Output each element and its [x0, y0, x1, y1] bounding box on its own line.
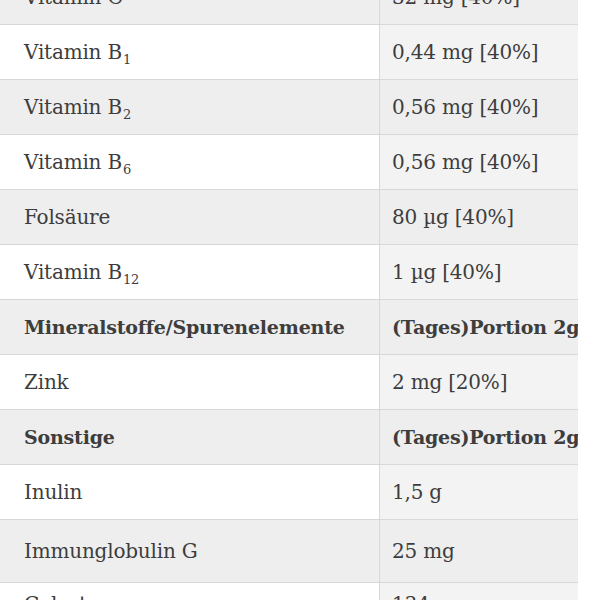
table-row: Zink 2 mg [20%]: [0, 355, 578, 410]
nutrient-value: 0,56 mg [40%]: [392, 150, 538, 174]
nutrient-label-subscript: 6: [123, 162, 131, 177]
nutrient-value: 1,5 g: [392, 480, 442, 504]
row-label-cell: Mineralstoffe/Spurenelemente: [0, 300, 379, 354]
table-row: Inulin 1,5 g: [0, 465, 578, 520]
nutrient-value: 0,44 mg [40%]: [392, 40, 538, 64]
row-value-cell: 2 mg [20%]: [379, 355, 578, 409]
row-value-cell: 0,56 mg [40%]: [379, 135, 578, 189]
row-label-cell: Folsäure: [0, 190, 379, 244]
row-label-cell: Inulin: [0, 465, 379, 519]
nutrient-value: 32 mg [40%]: [392, 0, 520, 9]
row-label-cell: Vitamin B2: [0, 80, 379, 134]
nutrient-label: Sonstige: [24, 426, 115, 448]
row-value-cell: (Tages)Portion 2g: [379, 410, 578, 464]
nutrient-value: (Tages)Portion 2g: [392, 426, 578, 448]
table-row: Vitamin B12 1 µg [40%]: [0, 245, 578, 300]
nutrient-value: 0,56 mg [40%]: [392, 95, 538, 119]
page-viewport: Vitamin C 32 mg [40%] Vitamin B1 0,44 mg…: [0, 0, 601, 600]
nutrient-label: Vitamin C: [24, 0, 123, 9]
nutrient-label: Mineralstoffe/Spurenelemente: [24, 316, 345, 338]
row-value-cell: 1,5 g: [379, 465, 578, 519]
row-value-cell: 0,56 mg [40%]: [379, 80, 578, 134]
row-label-cell: Vitamin B12: [0, 245, 379, 299]
nutrient-label-subscript: 12: [123, 272, 139, 287]
nutrient-label: Folsäure: [24, 205, 110, 229]
section-header-row: Mineralstoffe/Spurenelemente (Tages)Port…: [0, 300, 578, 355]
nutrient-label-subscript: 2: [123, 107, 131, 122]
nutrient-label: Vitamin B6: [24, 150, 131, 174]
nutrient-value: 2 mg [20%]: [392, 370, 507, 394]
nutrient-value: 1 µg [40%]: [392, 260, 501, 284]
nutrition-table: Vitamin C 32 mg [40%] Vitamin B1 0,44 mg…: [0, 0, 578, 600]
row-label-cell: Sonstige: [0, 410, 379, 464]
row-value-cell: 25 mg: [379, 520, 578, 582]
row-label-cell: Vitamin B6: [0, 135, 379, 189]
row-value-cell: 1 µg [40%]: [379, 245, 578, 299]
nutrient-label-subscript: 1: [123, 52, 131, 67]
row-label-cell: Vitamin C: [0, 0, 379, 24]
row-value-cell: 0,44 mg [40%]: [379, 25, 578, 79]
table-row: Vitamin C 32 mg [40%]: [0, 0, 578, 25]
row-label-cell: Vitamin B1: [0, 25, 379, 79]
nutrient-label: Inulin: [24, 480, 82, 504]
table-row: Vitamin B6 0,56 mg [40%]: [0, 135, 578, 190]
row-value-cell: 32 mg [40%]: [379, 0, 578, 24]
nutrient-label: Vitamin B12: [24, 260, 139, 284]
row-label-cell: Immunglobulin G: [0, 520, 379, 582]
section-header-row: Sonstige (Tages)Portion 2g: [0, 410, 578, 465]
nutrient-value: 80 µg [40%]: [392, 205, 514, 229]
row-label-cell: Colostrum: [0, 583, 379, 600]
table-row: Vitamin B2 0,56 mg [40%]: [0, 80, 578, 135]
nutrient-label: Zink: [24, 370, 69, 394]
table-row: Folsäure 80 µg [40%]: [0, 190, 578, 245]
row-value-cell: (Tages)Portion 2g: [379, 300, 578, 354]
nutrient-value: (Tages)Portion 2g: [392, 316, 578, 338]
row-value-cell: 80 µg [40%]: [379, 190, 578, 244]
nutrient-value: 25 mg: [392, 539, 455, 563]
table-row: Colostrum 134 mg: [0, 583, 578, 600]
nutrient-label: Vitamin B1: [24, 40, 131, 64]
nutrient-label: Colostrum: [24, 592, 128, 600]
row-label-cell: Zink: [0, 355, 379, 409]
nutrient-value: 134 mg: [392, 592, 467, 600]
table-row: Vitamin B1 0,44 mg [40%]: [0, 25, 578, 80]
table-row: Immunglobulin G 25 mg: [0, 520, 578, 583]
nutrient-label: Vitamin B2: [24, 95, 131, 119]
nutrient-label: Immunglobulin G: [24, 539, 198, 563]
row-value-cell: 134 mg: [379, 583, 578, 600]
